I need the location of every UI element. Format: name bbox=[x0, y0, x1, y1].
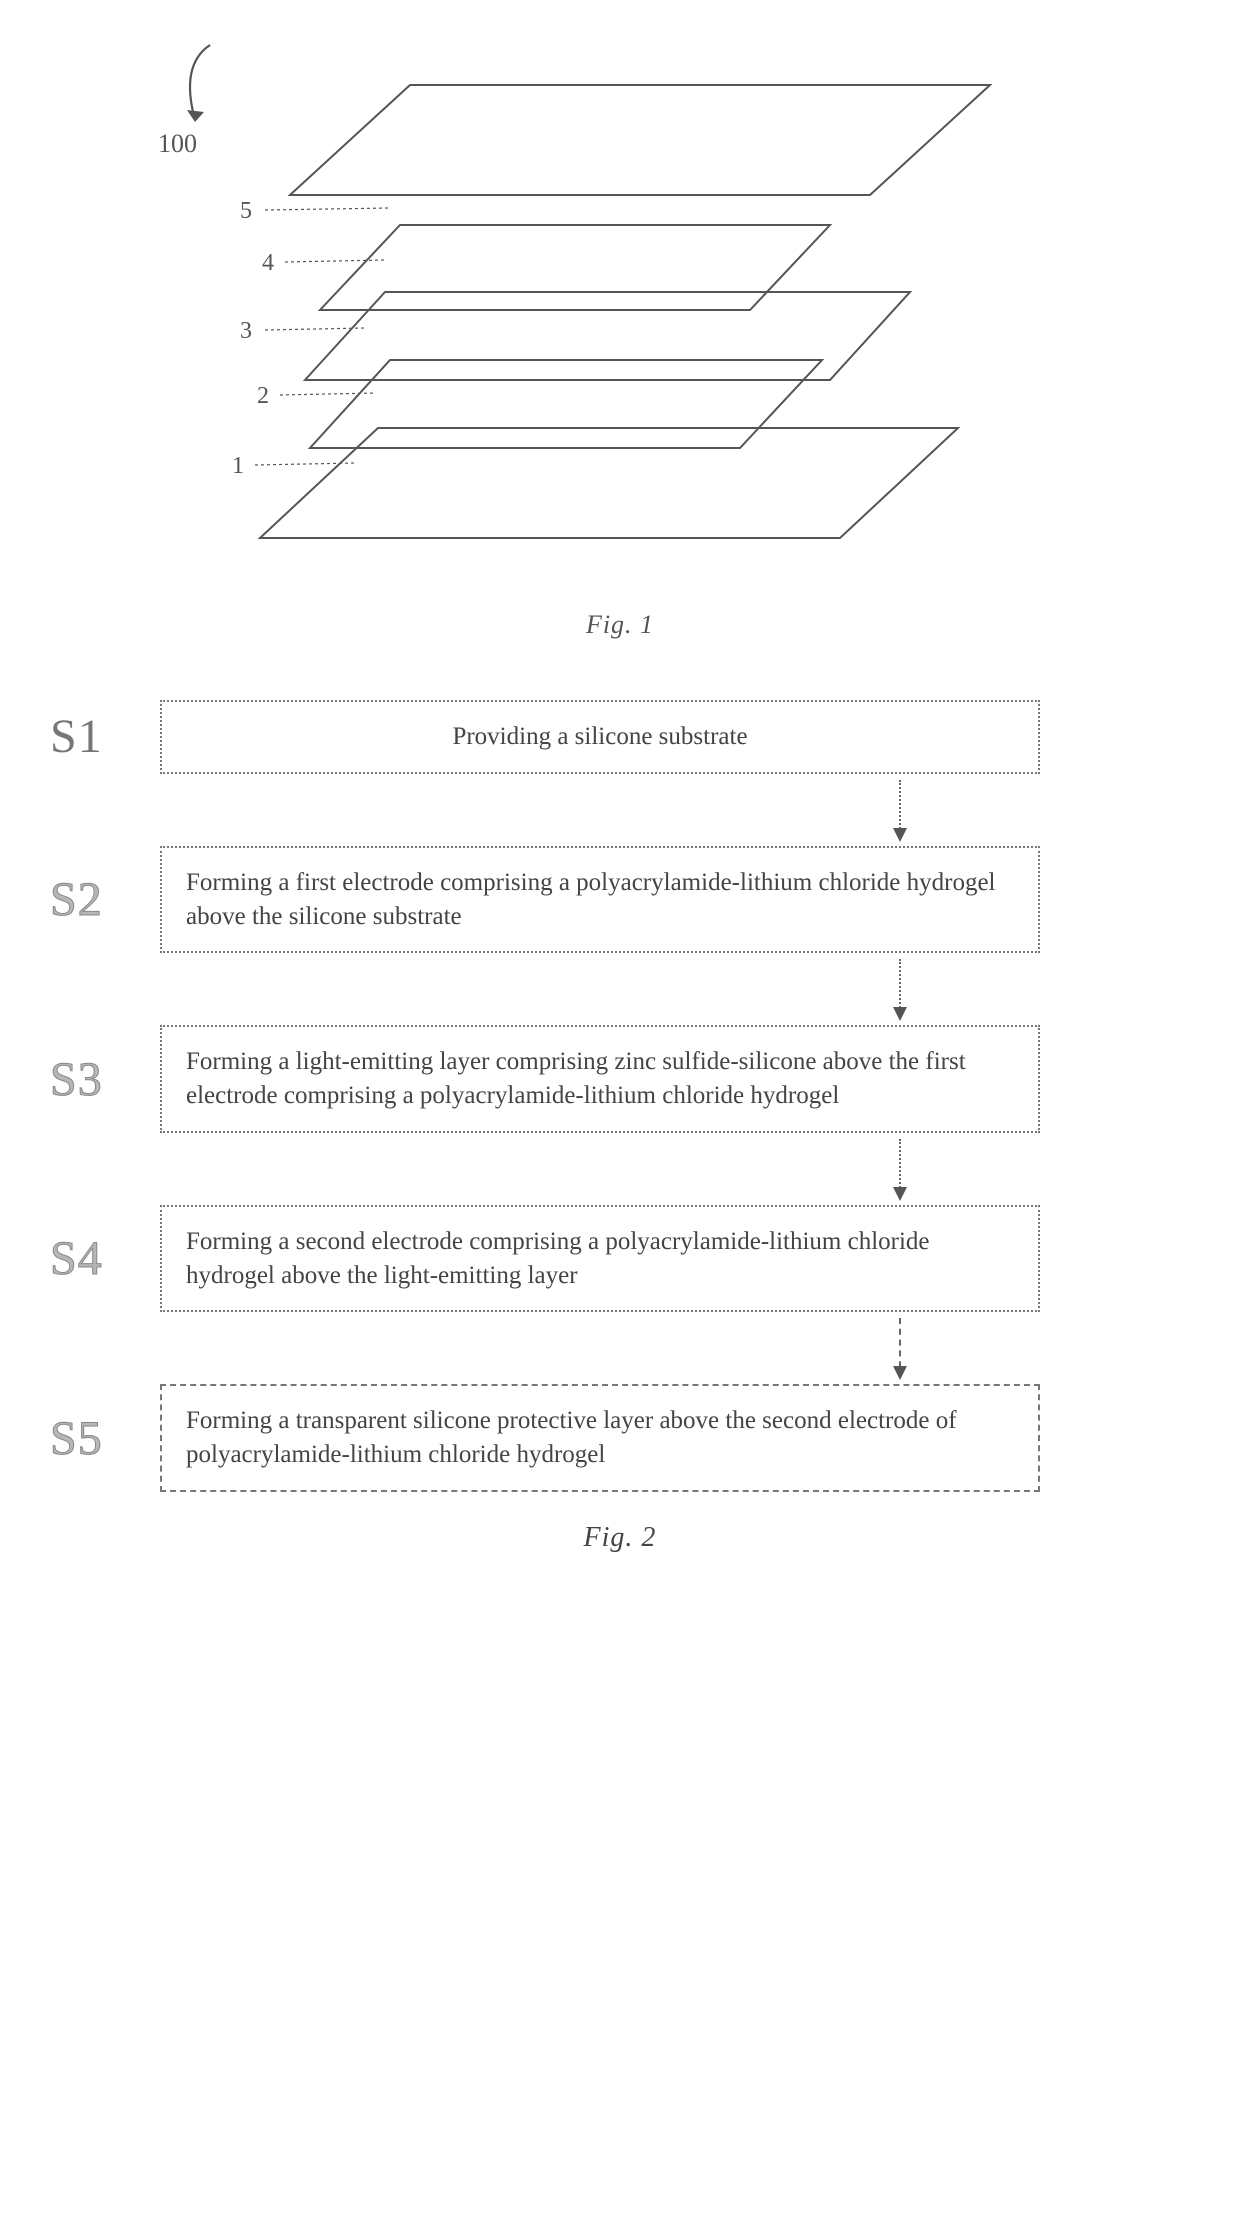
step-box-s3: Forming a light-emitting layer comprisin… bbox=[160, 1025, 1040, 1133]
layer-3 bbox=[305, 292, 910, 380]
flow-row-s1: S1 Providing a silicone substrate bbox=[40, 700, 1200, 774]
step-label-s1: S1 bbox=[40, 709, 160, 764]
step-label-s4: S4 bbox=[40, 1231, 160, 1286]
layer-2 bbox=[310, 360, 822, 448]
figure-1-diagram: 100 5 4 3 2 1 bbox=[40, 30, 1200, 590]
layer-4 bbox=[320, 225, 830, 310]
layer-number-2: 2 bbox=[257, 383, 269, 409]
figure-2-flowchart: S1 Providing a silicone substrate S2 For… bbox=[40, 700, 1200, 1492]
layer-number-1: 1 bbox=[232, 453, 244, 479]
layer-number-4: 4 bbox=[262, 250, 274, 276]
leader-4 bbox=[285, 260, 385, 262]
step-label-s5: S5 bbox=[40, 1411, 160, 1466]
layer-number-3: 3 bbox=[240, 318, 252, 344]
leader-2 bbox=[280, 393, 375, 395]
arrow-head-100 bbox=[187, 110, 204, 122]
flow-row-s3: S3 Forming a light-emitting layer compri… bbox=[40, 1025, 1200, 1133]
arrow-s2-s3 bbox=[899, 959, 901, 1019]
figure-1-caption: Fig. 1 bbox=[40, 610, 1200, 640]
flow-row-s5: S5 Forming a transparent silicone protec… bbox=[40, 1384, 1200, 1492]
step-box-s4: Forming a second electrode comprising a … bbox=[160, 1205, 1040, 1313]
flow-row-s4: S4 Forming a second electrode comprising… bbox=[40, 1205, 1200, 1313]
step-box-s1: Providing a silicone substrate bbox=[160, 700, 1040, 774]
layer-1 bbox=[260, 428, 958, 538]
arrow-s3-s4 bbox=[899, 1139, 901, 1199]
figure-2-caption: Fig. 2 bbox=[40, 1522, 1200, 1554]
arrow-s1-s2 bbox=[899, 780, 901, 840]
arrow-curve bbox=[190, 45, 210, 120]
step-label-s2: S2 bbox=[40, 872, 160, 927]
layer-5 bbox=[290, 85, 990, 195]
step-box-s5: Forming a transparent silicone protectiv… bbox=[160, 1384, 1040, 1492]
step-label-s3: S3 bbox=[40, 1052, 160, 1107]
arrow-s4-s5 bbox=[899, 1318, 901, 1378]
flow-row-s2: S2 Forming a first electrode comprising … bbox=[40, 846, 1200, 954]
layer-number-5: 5 bbox=[240, 198, 252, 224]
step-box-s2: Forming a first electrode comprising a p… bbox=[160, 846, 1040, 954]
exploded-layer-stack: 100 5 4 3 2 1 bbox=[110, 30, 1070, 550]
leader-5 bbox=[265, 208, 390, 210]
diagram-label-100: 100 bbox=[158, 129, 197, 158]
